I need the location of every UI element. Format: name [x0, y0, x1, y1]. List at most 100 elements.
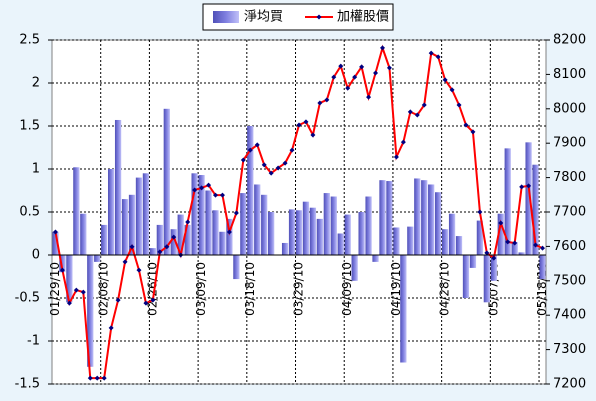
bar	[414, 178, 421, 255]
marker	[206, 182, 212, 188]
marker	[303, 119, 309, 125]
bar	[518, 252, 525, 255]
marker	[512, 240, 518, 246]
bar	[316, 218, 324, 255]
bar	[254, 184, 261, 255]
bar	[163, 108, 170, 255]
marker	[400, 139, 406, 145]
marker	[296, 122, 302, 128]
bar	[205, 190, 212, 255]
bar	[504, 148, 511, 255]
y2-tick-label: 7700	[553, 205, 586, 220]
marker	[519, 184, 525, 190]
bar	[511, 242, 518, 255]
bar	[490, 255, 497, 281]
x-tick-label: 01/29/10	[48, 262, 62, 316]
bar	[261, 194, 268, 255]
bar	[219, 231, 226, 255]
marker	[115, 297, 121, 303]
marker	[73, 287, 79, 293]
marker	[505, 239, 511, 245]
bar	[184, 224, 191, 255]
marker	[289, 147, 295, 153]
y2-tick-label: 7200	[553, 377, 586, 392]
bar	[66, 255, 73, 303]
bar	[435, 192, 442, 255]
marker	[317, 100, 323, 106]
x-tick-label: 04/19/10	[389, 262, 403, 316]
bar	[80, 213, 87, 255]
marker	[366, 94, 372, 100]
bar	[400, 255, 407, 363]
bar	[428, 184, 435, 255]
bar	[87, 255, 94, 367]
y-tick-label: 2	[32, 76, 40, 91]
bar	[191, 173, 198, 255]
marker	[254, 142, 260, 148]
marker	[192, 187, 198, 193]
bar	[539, 255, 546, 280]
marker	[261, 162, 267, 168]
y2-tick-label: 7300	[553, 342, 586, 357]
marker	[428, 50, 434, 56]
bar	[268, 212, 275, 255]
bar	[281, 242, 289, 255]
marker	[379, 45, 385, 51]
marker	[268, 170, 274, 176]
bar	[497, 213, 504, 255]
bar	[372, 255, 379, 262]
y2-tick-label: 7400	[553, 308, 586, 323]
bar	[421, 180, 428, 255]
bar	[309, 207, 317, 255]
marker	[526, 183, 532, 189]
marker	[150, 297, 156, 303]
y2-tick-label: 8200	[553, 33, 586, 48]
bar	[476, 220, 484, 255]
bar	[295, 210, 303, 255]
y-tick-label: 0.5	[19, 205, 40, 220]
marker	[80, 289, 86, 295]
bar	[52, 231, 59, 255]
y-tick-label: -1.5	[15, 377, 40, 392]
marker	[421, 102, 427, 108]
marker	[199, 185, 205, 191]
marker	[275, 165, 281, 171]
y2-tick-label: 8100	[553, 67, 586, 82]
marker	[386, 65, 392, 71]
bar	[379, 180, 386, 255]
y-tick-label: 1	[32, 162, 40, 177]
bar	[323, 193, 330, 255]
y2-tick-label: 7900	[553, 136, 586, 151]
bar	[358, 212, 365, 255]
bar	[407, 226, 414, 255]
legend-label: 加權股價	[337, 10, 389, 25]
bar	[448, 213, 456, 255]
marker	[108, 325, 114, 331]
bar	[240, 193, 247, 255]
bar	[525, 142, 532, 255]
marker	[352, 74, 358, 80]
bar	[247, 126, 254, 255]
marker	[59, 267, 65, 273]
marker	[122, 259, 128, 265]
bar	[462, 255, 470, 298]
bar	[128, 194, 136, 255]
bar	[288, 209, 296, 255]
legend-label: 淨均買	[244, 10, 283, 25]
marker	[477, 209, 483, 215]
bar	[483, 255, 490, 303]
marker	[164, 244, 170, 250]
marker	[52, 229, 58, 235]
marker	[533, 242, 539, 248]
marker	[143, 300, 149, 306]
marker	[213, 192, 219, 198]
bar	[142, 173, 150, 255]
bar	[302, 201, 310, 255]
x-tick-label: 03/18/10	[243, 262, 257, 316]
marker	[171, 234, 177, 240]
marker	[540, 245, 546, 251]
bar	[94, 255, 101, 262]
marker	[338, 63, 344, 69]
bar	[344, 214, 351, 255]
